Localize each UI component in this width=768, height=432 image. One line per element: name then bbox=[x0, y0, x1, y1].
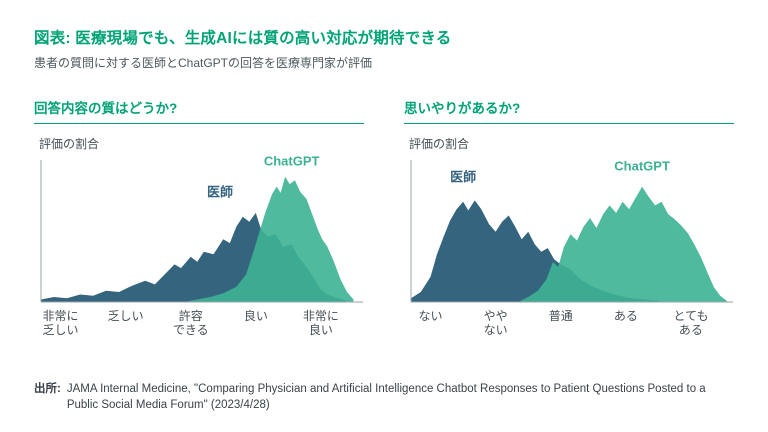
y-axis-label: 評価の割合 bbox=[39, 136, 99, 151]
series-label-ChatGPT: ChatGPT bbox=[614, 158, 670, 173]
chart-panel-quality: 回答内容の質はどうか? 評価の割合医師 ChatGPT 非常に乏しい 乏しい 許容できる… bbox=[34, 97, 364, 364]
area-series-ChatGPT bbox=[518, 186, 727, 302]
x-tick-label: 乏しい bbox=[108, 309, 144, 323]
area-series-ChatGPT bbox=[184, 176, 354, 302]
x-tick-label: ある bbox=[614, 309, 638, 323]
page-subtitle: 患者の質問に対する医師とChatGPTの回答を医療専門家が評価 bbox=[34, 56, 373, 70]
x-tick-label: ややない bbox=[484, 309, 508, 337]
x-tick-label: 普通 bbox=[549, 309, 573, 323]
source-citation: 出所: JAMA Internal Medicine, "Comparing P… bbox=[34, 381, 734, 414]
page-title: 図表: 医療現場でも、生成AIには質の高い対応が期待できる bbox=[34, 30, 452, 47]
x-tick-label: ない bbox=[419, 309, 443, 323]
y-axis-label: 評価の割合 bbox=[409, 136, 469, 151]
chart-title-quality: 回答内容の質はどうか? bbox=[34, 97, 364, 124]
x-tick-label: とてもある bbox=[673, 309, 708, 337]
series-label-医師: 医師 bbox=[207, 185, 233, 200]
source-text: JAMA Internal Medicine, "Comparing Physi… bbox=[66, 382, 706, 412]
x-tick-label: 非常に良い bbox=[303, 309, 339, 337]
x-tick-label: 許容できる bbox=[173, 308, 209, 337]
charts-row: 回答内容の質はどうか? 評価の割合医師 ChatGPT 非常に乏しい 乏しい 許容できる… bbox=[34, 97, 734, 364]
source-label: 出所: bbox=[34, 382, 61, 395]
chart-title-empathy: 思いやりがあるか? bbox=[404, 97, 734, 124]
area-series-医師 bbox=[411, 200, 659, 302]
x-tick-label: 良い bbox=[244, 308, 268, 323]
x-tick-label: 非常に乏しい bbox=[43, 309, 79, 337]
chart-panel-empathy: 思いやりがあるか? 評価の割合医師 ChatGPT ない ややない 普通 ある とてもある bbox=[404, 97, 734, 364]
series-label-医師: 医師 bbox=[450, 170, 476, 185]
series-label-ChatGPT: ChatGPT bbox=[264, 153, 320, 168]
